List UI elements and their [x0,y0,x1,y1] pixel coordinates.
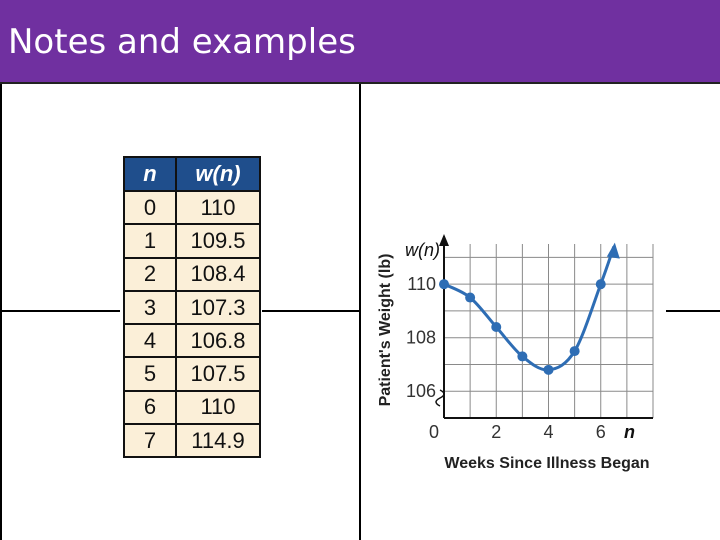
chart-labels: 0 2 4 6 106 108 110 n w(n) [405,240,635,442]
data-point [465,292,476,303]
table-row: 6 110 [123,389,261,426]
table-cell-n: 5 [123,356,177,392]
divider-vertical-left [0,84,2,540]
table-cell-wn: 106.8 [175,323,261,359]
chart-axes [435,234,653,419]
data-point [517,351,528,362]
x-axis-variable: n [624,422,635,442]
table-cell-n: 7 [123,423,177,459]
table-row: 3 107.3 [123,289,261,326]
table-header-wn: w(n) [175,156,261,192]
table-cell-wn: 109.5 [175,223,261,259]
x-tick-label: 2 [491,422,501,442]
table-row: 2 108.4 [123,256,261,292]
y-axis-arrow [439,234,449,246]
divider-horizontal-right [666,310,720,312]
table-header-row: n w(n) [123,156,261,192]
data-point [595,279,606,290]
x-tick-label: 6 [596,422,606,442]
y-tick-label: 108 [406,328,436,348]
x-tick-label: 4 [543,422,553,442]
chart-grid [444,244,654,418]
weight-chart: 0 2 4 6 106 108 110 n w(n) Weeks Since Illness B… [377,234,654,472]
title-bar: Notes and examples [0,0,720,84]
chart-series [439,242,620,375]
divider-horizontal-left [0,310,120,312]
data-point [543,364,554,375]
y-axis-variable: w(n) [405,240,440,260]
table-row: 7 114.9 [123,423,261,459]
data-point [569,346,580,357]
y-axis-title: Patient's Weight (lb) [377,254,394,407]
table-cell-n: 6 [123,389,177,426]
data-point [491,321,502,332]
table-cell-n: 2 [123,256,177,292]
table-cell-wn: 108.4 [175,256,261,292]
table-cell-wn: 107.5 [175,356,261,392]
x-axis-title: Weeks Since Illness Began [444,455,649,472]
divider-vertical-center [359,84,361,540]
table-row: 4 106.8 [123,323,261,359]
series-line [443,246,616,372]
y-tick-label: 106 [406,381,436,401]
y-tick-label: 110 [407,274,436,294]
table-row: 1 109.5 [123,223,261,259]
table-cell-wn: 114.9 [175,423,261,459]
series-arrow [606,242,620,259]
data-point [439,279,449,290]
table-row: 5 107.5 [123,356,261,392]
data-table: n w(n) 0 110 1 109.5 2 108.4 3 107.3 4 106.8 … [123,156,261,459]
table-row: 0 110 [123,189,261,226]
table-cell-wn: 107.3 [175,289,261,326]
divider-horizontal-mid [262,310,360,312]
table-header-n: n [123,156,177,192]
table-cell-wn: 110 [175,189,261,226]
slide-title: Notes and examples [8,22,356,62]
table-cell-n: 1 [123,223,177,259]
table-cell-n: 3 [123,289,177,326]
x-tick-label: 0 [429,422,439,442]
table-cell-n: 4 [123,323,177,359]
table-cell-wn: 110 [175,389,261,426]
y-axis-break [435,389,445,407]
table-cell-n: 0 [123,189,177,226]
